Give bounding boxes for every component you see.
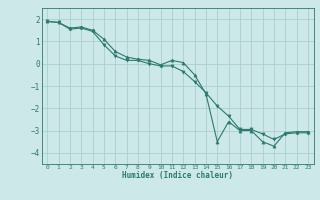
X-axis label: Humidex (Indice chaleur): Humidex (Indice chaleur) — [122, 171, 233, 180]
